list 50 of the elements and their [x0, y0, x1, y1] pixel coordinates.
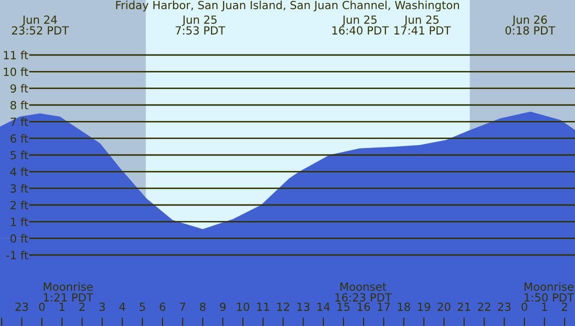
- x-tick-label: 15: [338, 302, 350, 311]
- y-tick-label: 7 ft: [10, 117, 28, 126]
- x-tick-label: 2: [562, 302, 568, 311]
- x-tick-label: 14: [318, 302, 330, 311]
- x-tick-label: 8: [200, 302, 206, 311]
- x-tick-label: 18: [398, 302, 410, 311]
- x-tick-label: 12: [277, 302, 290, 311]
- x-tick-label: 13: [297, 302, 310, 311]
- x-tick-label: 16: [358, 302, 370, 311]
- y-tick-label: -1 ft: [6, 250, 28, 260]
- x-tick-label: 23: [16, 302, 28, 311]
- x-tick-label: 17: [378, 302, 390, 311]
- y-tick-label: 6 ft: [10, 134, 28, 143]
- x-tick-label: 1: [542, 302, 548, 311]
- y-tick-label: 10 ft: [4, 67, 28, 76]
- annotation: Moonrise 1:21 PDT: [44, 282, 94, 302]
- y-tick-label: 0 ft: [10, 234, 28, 243]
- x-tick-label: 22: [478, 302, 490, 311]
- chart-title: Friday Harbor, San Juan Island, San Juan Channel, Washington: [116, 0, 459, 12]
- x-tick-label: 11: [257, 302, 270, 311]
- x-tick-label: 3: [100, 302, 105, 311]
- x-tick-label: 10: [237, 302, 250, 311]
- y-tick-label: 1 ft: [11, 217, 28, 226]
- x-tick-label: 20: [438, 302, 450, 311]
- y-tick-label: 5 ft: [10, 150, 28, 160]
- annotation: Jun 26 0:18 PDT: [505, 15, 556, 35]
- annotation: Jun 25 16:40 PDT: [332, 15, 389, 35]
- annotation: Jun 25 7:53 PDT: [176, 15, 226, 35]
- x-tick-label: 4: [119, 302, 126, 311]
- x-tick-label: 21: [458, 302, 470, 311]
- x-tick-label: 0: [39, 302, 45, 311]
- x-tick-label: 7: [180, 302, 186, 311]
- y-tick-label: 3 ft: [10, 184, 28, 193]
- y-tick-label: 9 ft: [10, 84, 28, 93]
- annotation: Jun 25 17:41 PDT: [394, 15, 451, 34]
- annotation: Jun 24 23:52 PDT: [12, 15, 69, 35]
- x-tick-label: 5: [140, 302, 145, 311]
- x-tick-label: 6: [160, 302, 166, 311]
- x-tick-label: 1: [60, 302, 64, 311]
- annotation: Moonset 16:23 PDT: [335, 282, 392, 302]
- y-tick-label: 4 ft: [10, 167, 28, 176]
- y-tick-label: 2 ft: [10, 200, 28, 210]
- x-tick-label: 9: [220, 302, 226, 311]
- y-tick-label: 8 ft: [10, 100, 28, 110]
- x-tick-label: 0: [522, 302, 528, 311]
- y-tick-label: 11 ft: [4, 50, 28, 60]
- x-tick-label: 23: [498, 302, 510, 311]
- x-tick-label: 2: [79, 302, 85, 311]
- annotation: Moonrise 1:50 PDT: [524, 282, 574, 302]
- x-tick-label: 19: [418, 302, 430, 311]
